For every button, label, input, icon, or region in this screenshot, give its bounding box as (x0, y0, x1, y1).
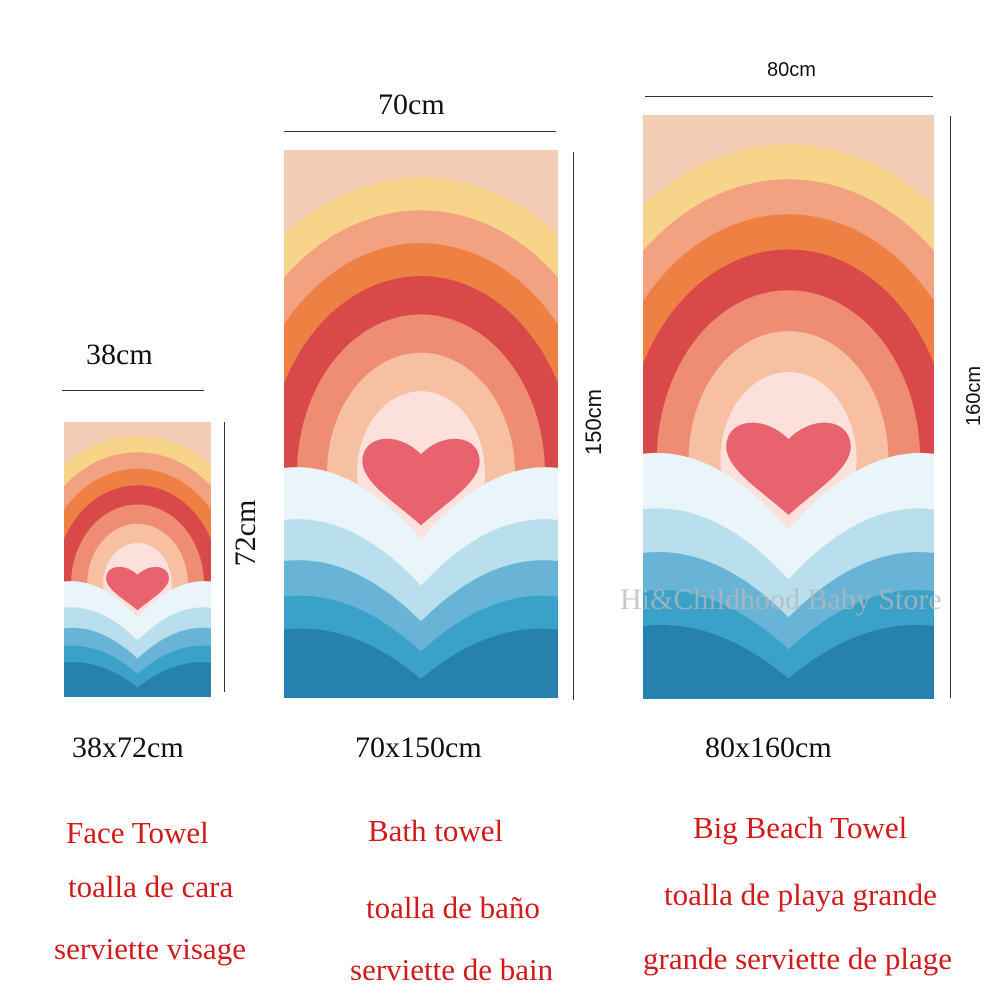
height-label-bath-towel: 150cm (581, 388, 606, 456)
height-line-beach-towel (950, 116, 951, 698)
towel-design (643, 115, 934, 699)
store-watermark: Hi&Childhood Baby Store (620, 583, 942, 616)
name-en-face-towel: Face Towel (66, 815, 209, 850)
face-towel-image (64, 422, 211, 697)
towel-design (64, 422, 211, 697)
height-line-bath-towel (573, 152, 574, 700)
beach-towel-image (643, 115, 934, 699)
size-label-beach-towel: 80x160cm (705, 731, 832, 764)
heart-shape (106, 566, 169, 611)
name-es-bath-towel: toalla de baño (366, 890, 540, 925)
towel-design (284, 150, 558, 698)
size-label-bath-towel: 70x150cm (355, 731, 482, 764)
height-line-face-towel (224, 422, 225, 692)
name-en-beach-towel: Big Beach Towel (693, 810, 908, 845)
width-label-beach-towel: 80cm (767, 59, 816, 81)
name-es-face-towel: toalla de cara (68, 869, 234, 904)
name-fr-face-towel: serviette visage (54, 931, 246, 966)
name-fr-beach-towel: grande serviette de plage (643, 941, 952, 976)
width-label-bath-towel: 70cm (378, 88, 445, 121)
heart-shape (362, 438, 480, 526)
size-label-face-towel: 38x72cm (72, 731, 184, 764)
width-line-face-towel (62, 390, 204, 391)
height-label-beach-towel: 160cm (963, 365, 985, 427)
height-label-face-towel: 72cm (229, 499, 262, 567)
width-line-bath-towel (284, 131, 556, 132)
bath-towel-image (284, 150, 558, 698)
name-en-bath-towel: Bath towel (368, 813, 504, 848)
width-line-beach-towel (645, 96, 933, 97)
name-fr-bath-towel: serviette de bain (350, 952, 554, 987)
width-label-face-towel: 38cm (86, 338, 153, 371)
heart-shape (726, 422, 851, 516)
name-es-beach-towel: toalla de playa grande (664, 877, 937, 912)
